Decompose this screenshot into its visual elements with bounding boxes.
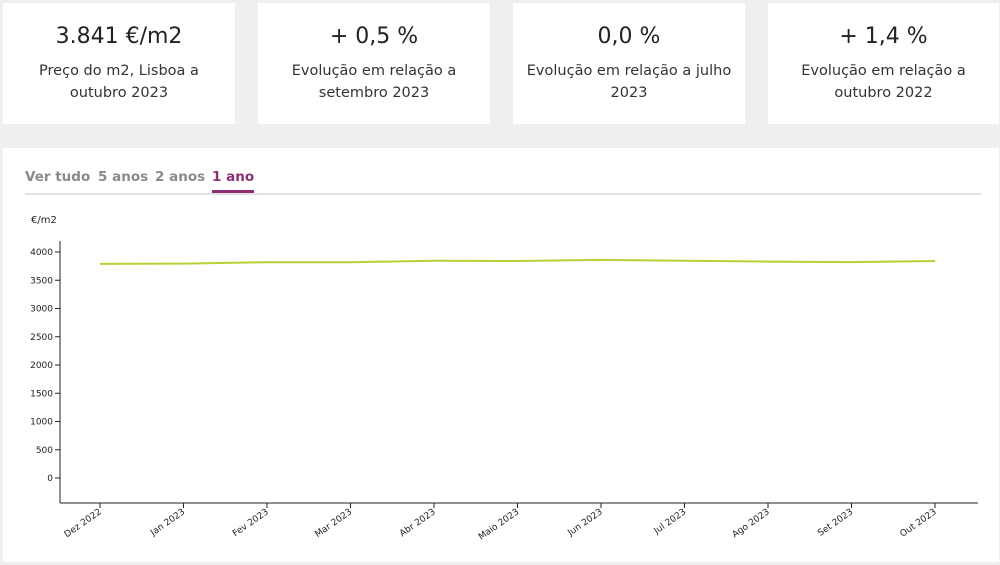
x-tick-label: Jan 2023 (148, 507, 187, 539)
month-change-card: + 0,5 % Evolução em relação a setembro 2… (258, 3, 490, 124)
x-tick-label: Ago 2023 (731, 507, 772, 540)
tab-all[interactable]: Ver tudo (25, 169, 91, 185)
x-tick-label: Jun 2023 (566, 507, 605, 539)
chart-axes (59, 241, 978, 504)
x-tick-label: Set 2023 (816, 507, 855, 538)
y-tick-label: 2000 (30, 361, 53, 371)
y-axis-ticks: 0 500 1000 1500 2000 2500 3000 3500 4000 (30, 248, 60, 484)
y-tick-label: 3000 (30, 305, 53, 315)
year-change-value: + 1,4 % (839, 24, 928, 49)
price-series-line (99, 258, 936, 265)
x-tick-label: Fev 2023 (231, 507, 271, 539)
x-tick-label: Mar 2023 (313, 507, 354, 540)
y-tick-label: 1500 (30, 389, 53, 399)
tab-1-year[interactable]: 1 ano (212, 169, 255, 193)
price-description: Preço do m2, Lisboa a outubro 2023 (39, 63, 199, 101)
y-tick-label: 3500 (30, 276, 53, 286)
year-change-card: + 1,4 % Evolução em relação a outubro 20… (768, 3, 999, 124)
quarter-change-card: 0,0 % Evolução em relação a julho 2023 (513, 3, 745, 124)
x-tick-label: Abr 2023 (398, 507, 438, 539)
price-line-chart: €/m2 0 500 1000 1500 2000 2500 3000 3500 4000 De… (30, 215, 978, 542)
chart-panel: Ver tudo 5 anos 2 anos 1 ano €/m2 0 500 10… (3, 148, 999, 562)
year-change-description: Evolução em relação a outubro 2022 (801, 63, 966, 101)
tab-5-years[interactable]: 5 anos (98, 169, 149, 185)
quarter-change-description: Evolução em relação a julho 2023 (526, 63, 732, 101)
x-tick-label: Maio 2023 (477, 507, 521, 542)
y-tick-label: 0 (47, 474, 53, 484)
x-tick-label: Out 2023 (899, 507, 939, 539)
y-tick-label: 4000 (30, 248, 53, 258)
period-tabs: Ver tudo 5 anos 2 anos 1 ano (25, 168, 981, 195)
month-change-value: + 0,5 % (329, 24, 419, 49)
quarter-change-value: 0,0 % (597, 24, 661, 49)
y-tick-label: 2500 (30, 333, 53, 343)
y-tick-label: 1000 (30, 418, 53, 428)
x-axis-ticks: Dez 2022 Jan 2023 Fev 2023 Mar 2023 Abr 2023… (63, 503, 939, 542)
month-change-description: Evolução em relação a setembro 2023 (291, 63, 457, 101)
chart-series (99, 258, 936, 265)
y-axis-unit-label: €/m2 (31, 215, 57, 226)
y-tick-label: 500 (36, 446, 53, 456)
price-card: 3.841 €/m2 Preço do m2, Lisboa a outubro… (3, 3, 235, 124)
x-tick-label: Jul 2023 (652, 507, 689, 537)
tab-2-years[interactable]: 2 anos (155, 169, 206, 185)
price-value: 3.841 €/m2 (55, 24, 183, 49)
x-tick-label: Dez 2022 (63, 507, 104, 540)
